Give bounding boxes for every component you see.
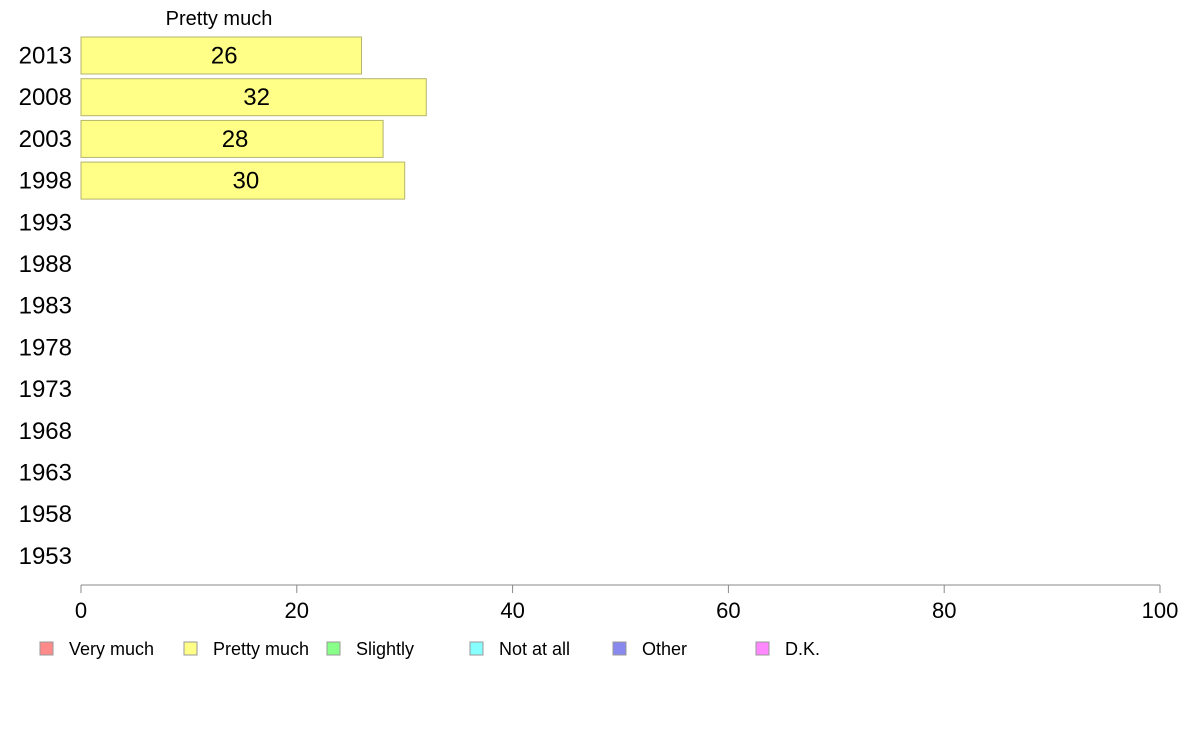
category-label: 1983: [19, 293, 72, 320]
legend: Very much Pretty much Slightly Not at all Ot…: [39, 639, 820, 659]
legend-swatch: [39, 641, 54, 656]
category-label: 2013: [19, 43, 72, 70]
legend-swatch: [183, 641, 198, 656]
category-label: 1968: [19, 418, 72, 445]
x-tick-label: 100: [1142, 598, 1179, 623]
x-tick-label: 40: [500, 598, 524, 623]
bar: [80, 78, 427, 117]
category-label: 1963: [19, 460, 72, 487]
category-label: 1978: [19, 334, 72, 361]
x-tick-label: 80: [932, 598, 956, 623]
x-tick-label: 20: [285, 598, 309, 623]
data-label: 26: [211, 43, 238, 70]
legend-label: Not at all: [499, 639, 570, 659]
category-label: 1958: [19, 501, 72, 528]
bar: [80, 36, 363, 75]
legend-label: Slightly: [356, 639, 414, 659]
legend-swatch: [469, 641, 484, 656]
category-label: 1953: [19, 543, 72, 570]
category-label: 1973: [19, 376, 72, 403]
data-label: 32: [243, 84, 270, 111]
category-label: 2008: [19, 84, 72, 111]
data-label: 28: [222, 126, 249, 153]
category-label: 1993: [19, 209, 72, 236]
legend-swatch: [755, 641, 770, 656]
bar: [80, 119, 384, 158]
bar: [80, 161, 406, 200]
category-label: 1988: [19, 251, 72, 278]
x-tick-label: 60: [716, 598, 740, 623]
data-label: 30: [232, 168, 259, 195]
category-labels: 2013 2008 2003 1998 1993 1988 1983 1978 1973 1968…: [19, 43, 72, 570]
legend-label: Very much: [69, 639, 154, 659]
category-label: 2003: [19, 126, 72, 153]
legend-swatch: [612, 641, 627, 656]
legend-label: Other: [642, 639, 687, 659]
category-label: 1998: [19, 168, 72, 195]
x-axis: 0 20 40 60 80 100: [75, 584, 1179, 623]
legend-label: Pretty much: [213, 639, 309, 659]
legend-swatch: [326, 641, 341, 656]
series-header: Pretty much: [166, 8, 273, 30]
x-tick-label: 0: [75, 598, 87, 623]
legend-label: D.K.: [785, 639, 820, 659]
